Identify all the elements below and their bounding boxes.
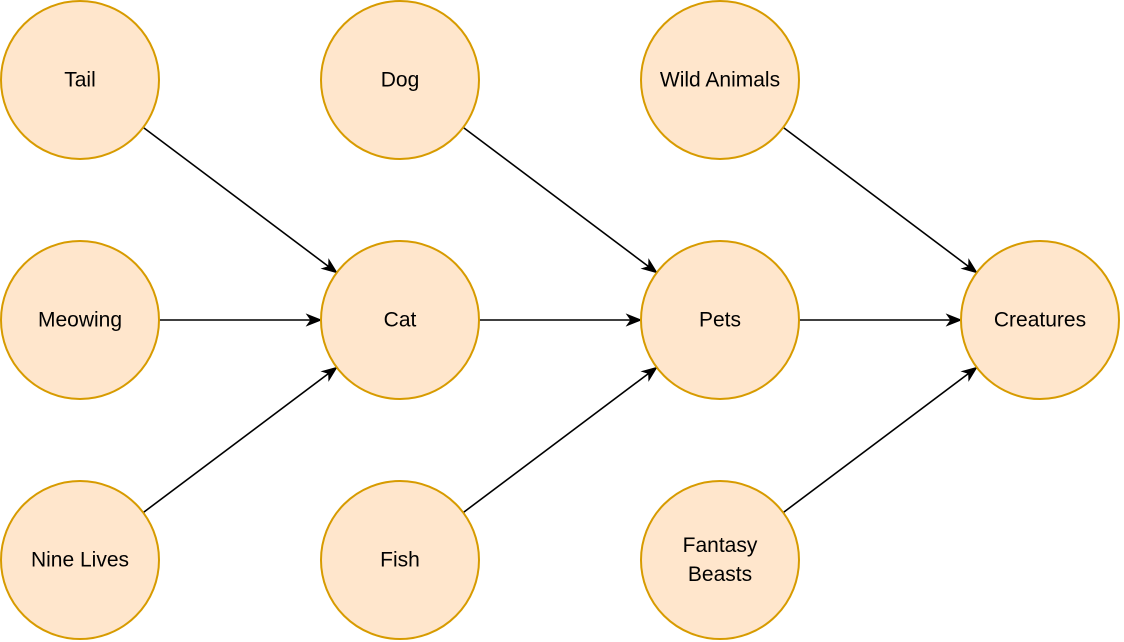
node-dog: Dog — [320, 0, 480, 160]
node-label: Creatures — [994, 309, 1086, 332]
node-circle — [320, 480, 480, 640]
node-label: Cat — [384, 309, 417, 332]
node-tail: Tail — [0, 0, 160, 160]
edge-line — [462, 126, 650, 268]
node-label-line: Fantasy — [683, 534, 758, 557]
node-label: Nine Lives — [31, 549, 129, 572]
node-creatures: Creatures — [960, 240, 1120, 400]
arrowhead-icon — [320, 366, 338, 382]
node-wild-animals: Wild Animals — [640, 0, 800, 160]
node-meowing: Meowing — [0, 240, 160, 400]
node-label: Wild Animals — [660, 69, 780, 92]
arrowhead-icon — [945, 313, 963, 327]
arrowhead-icon — [640, 366, 658, 382]
edge-line — [782, 126, 970, 268]
node-label: Tail — [64, 69, 96, 92]
edge-pets-to-creatures — [799, 313, 963, 327]
node-circle — [0, 480, 160, 640]
node-nine-lives: Nine Lives — [0, 480, 160, 640]
node-circle — [640, 0, 800, 160]
node-label: Fish — [380, 549, 420, 572]
arrowhead-icon — [625, 313, 643, 327]
node-pets: Pets — [640, 240, 800, 400]
arrowhead-icon — [320, 258, 338, 274]
edge-tail-to-cat — [142, 126, 338, 274]
edge-line — [142, 372, 330, 514]
node-circle — [0, 0, 160, 160]
arrowhead-icon — [305, 313, 323, 327]
node-circle — [640, 480, 800, 640]
node-circle — [320, 0, 480, 160]
arrowhead-icon — [960, 258, 978, 274]
edge-meowing-to-cat — [159, 313, 323, 327]
node-fantasy-beasts: Fantasy Beasts — [640, 480, 800, 640]
node-label: Meowing — [38, 309, 122, 332]
edge-fantasy-beasts-to-creatures — [782, 366, 978, 514]
edge-line — [142, 126, 330, 268]
edges-layer — [142, 126, 978, 514]
node-label-line: Beasts — [688, 563, 752, 586]
node-fish: Fish — [320, 480, 480, 640]
node-circle — [320, 240, 480, 400]
edge-dog-to-pets — [462, 126, 658, 274]
edge-cat-to-pets — [479, 313, 643, 327]
edge-nine-lives-to-cat — [142, 366, 338, 514]
edge-wild-animals-to-creatures — [782, 126, 978, 274]
node-cat: Cat — [320, 240, 480, 400]
arrowhead-icon — [640, 258, 658, 274]
edge-line — [462, 372, 650, 514]
node-circle — [960, 240, 1120, 400]
node-label: Pets — [699, 309, 741, 332]
node-circle — [640, 240, 800, 400]
node-circle — [0, 240, 160, 400]
arrowhead-icon — [960, 366, 978, 382]
node-label: Dog — [381, 69, 420, 92]
edge-line — [782, 372, 970, 514]
edge-fish-to-pets — [462, 366, 658, 514]
